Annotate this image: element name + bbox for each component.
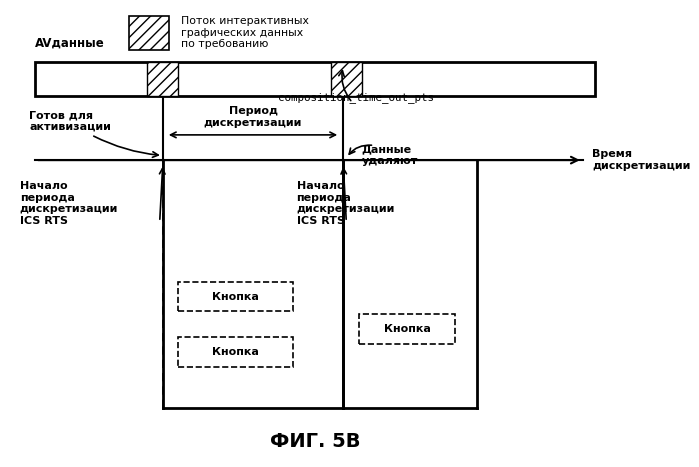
Text: Данные
удаляют: Данные удаляют — [362, 144, 418, 166]
Text: Кнопка: Кнопка — [212, 291, 259, 302]
Bar — [331, 62, 362, 96]
Bar — [359, 314, 455, 344]
Text: Кнопка: Кнопка — [384, 324, 431, 334]
Bar — [129, 15, 169, 50]
Bar — [178, 282, 294, 311]
Text: composition_time_out_pts: composition_time_out_pts — [278, 92, 434, 103]
Text: Поток интерактивных
графических данных
по требованию: Поток интерактивных графических данных п… — [182, 16, 310, 50]
Text: Время
дискретизации: Время дискретизации — [592, 149, 691, 171]
Text: AVданные: AVданные — [35, 37, 105, 50]
Text: Начало
периода
дискретизации
ICS RTS: Начало периода дискретизации ICS RTS — [20, 181, 118, 226]
Text: Готов для
активизации: Готов для активизации — [29, 110, 111, 132]
Bar — [147, 62, 178, 96]
Bar — [35, 62, 595, 96]
Text: Начало
периода
дискретизации
ICS RTS: Начало периода дискретизации ICS RTS — [296, 181, 395, 226]
Bar — [178, 337, 294, 367]
Text: ФИГ. 5В: ФИГ. 5В — [270, 432, 361, 452]
Text: Кнопка: Кнопка — [212, 347, 259, 357]
Text: Период
дискретизации: Период дискретизации — [204, 106, 302, 128]
